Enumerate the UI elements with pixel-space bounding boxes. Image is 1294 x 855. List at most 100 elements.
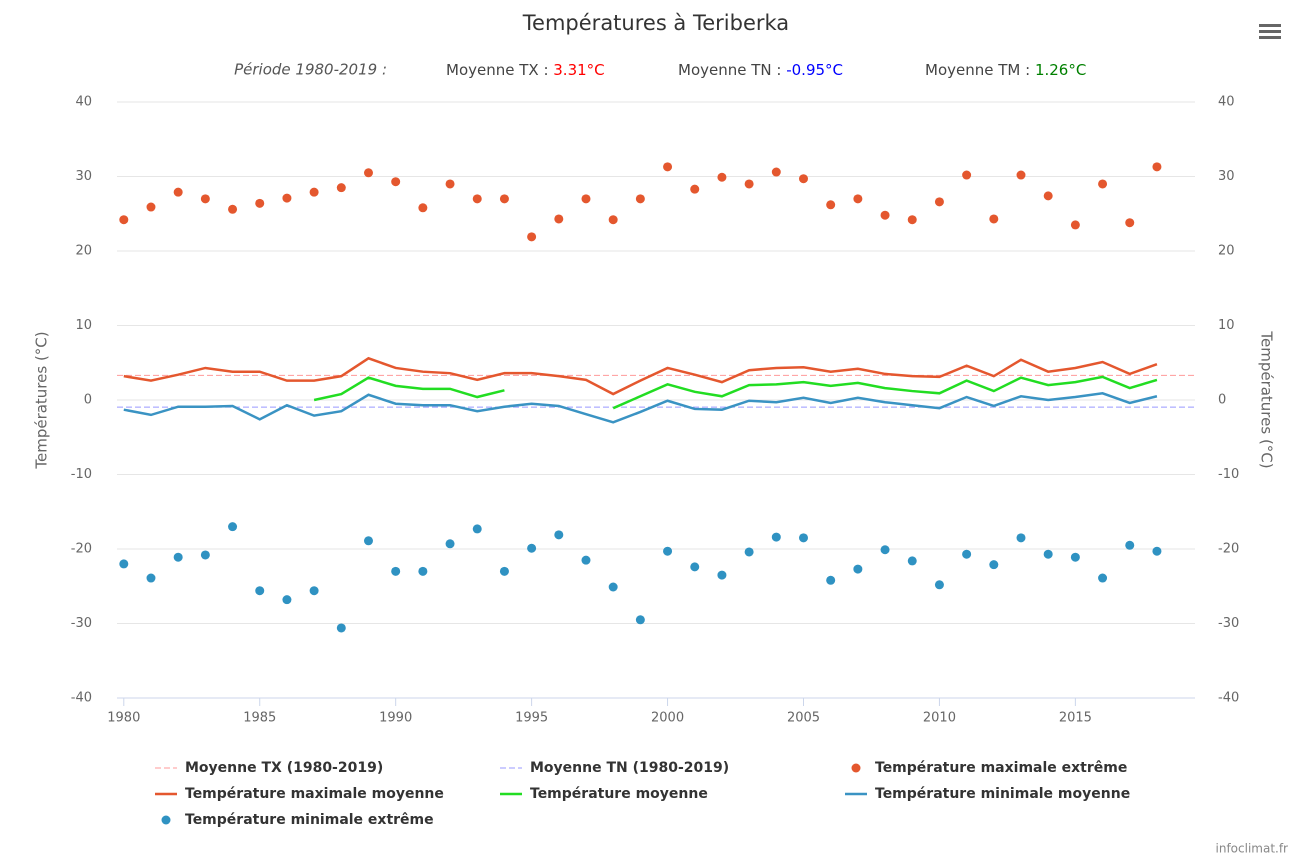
scatter-point [282,193,292,203]
legend-label: Température maximale moyenne [185,786,444,802]
scatter-point [554,214,564,224]
scatter-point [255,198,265,208]
subtitle-value: 1.26°C [1035,61,1086,79]
scatter-point [472,194,482,204]
y-tick-label: 10 [75,318,92,333]
scatter-point [826,575,836,585]
x-tick-label: 1980 [107,711,140,726]
y2-tick-label: 0 [1218,393,1226,408]
scatter-point [336,623,346,633]
scatter-point [363,536,373,546]
subtitle-label: Moyenne TN : [678,61,786,79]
scatter-point [608,582,618,592]
scatter-point [608,215,618,225]
y2-tick-label: 10 [1218,318,1235,333]
scatter-point [690,184,700,194]
menu-bar[interactable] [1259,24,1281,27]
legend-symbol [851,763,861,773]
scatter-point [663,162,673,172]
y2-tick-label: 30 [1218,169,1235,184]
scatter-point [336,183,346,193]
y2-tick-label: -30 [1218,616,1239,631]
y2-axis-title: Températures (°C) [1258,330,1276,468]
scatter-point [635,194,645,204]
scatter-point [228,522,238,532]
x-tick-label: 2005 [787,711,820,726]
scatter-point [1125,218,1135,228]
scatter-point [228,204,238,214]
scatter-point [717,570,727,580]
scatter-point [771,532,781,542]
series-line [123,392,1158,424]
scatter-point [499,194,509,204]
scatter-point [690,562,700,572]
y2-tick-label: -10 [1218,467,1239,482]
scatter-point [717,172,727,182]
subtitle-label: Moyenne TM : [925,61,1035,79]
subtitle-period: Période 1980-2019 : [234,61,387,79]
y-axis-title: Températures (°C) [33,331,51,469]
legend-symbol [161,815,171,825]
y-tick-label: -10 [71,467,92,482]
menu-bar[interactable] [1259,36,1281,39]
scatter-point [309,187,319,197]
chart-title: Températures à Teriberka [522,11,789,35]
scatter-point [119,215,129,225]
scatter-point [934,580,944,590]
scatter-point [418,566,428,576]
x-tick-label: 1995 [515,711,548,726]
scatter-point [146,573,156,583]
menu-bar[interactable] [1259,30,1281,33]
scatter-point [527,232,537,242]
x-tick-label: 2000 [651,711,684,726]
subtitle-item: Moyenne TX : 3.31°C [446,61,605,79]
legend-label: Moyenne TX (1980-2019) [185,760,383,776]
subtitle-item: Moyenne TN : -0.95°C [678,61,843,79]
y-tick-label: -30 [71,616,92,631]
scatter-point [989,214,999,224]
credits: infoclimat.fr [1216,842,1289,855]
scatter-point [826,200,836,210]
scatter-point [853,194,863,204]
scatter-point [1152,546,1162,556]
menu-button[interactable] [1259,24,1281,39]
scatter-point [744,547,754,557]
y2-tick-label: -40 [1218,691,1239,706]
scatter-point [907,215,917,225]
legend-label: Température moyenne [530,786,708,802]
series-line [313,375,1158,410]
y-tick-label: -40 [71,691,92,706]
x-tick-label: 1985 [243,711,276,726]
subtitle-value: -0.95°C [786,61,843,79]
scatter-point [1098,179,1108,189]
scatter-point [200,194,210,204]
y-tick-label: 0 [84,393,92,408]
scatter-point [880,210,890,220]
scatter-point [907,556,917,566]
scatter-point [173,187,183,197]
scatter-point [200,550,210,560]
scatter-point [499,566,509,576]
scatter-point [934,197,944,207]
scatter-point [962,549,972,559]
scatter-point [635,615,645,625]
scatter-point [282,595,292,605]
scatter-point [445,539,455,549]
y-tick-label: -20 [71,542,92,557]
legend-label: Température maximale extrême [875,760,1127,776]
y-tick-label: 30 [75,169,92,184]
scatter-point [853,564,863,574]
y2-tick-label: 20 [1218,244,1235,259]
scatter-point [798,174,808,184]
legend-label: Température minimale extrême [185,812,434,828]
y2-tick-label: -20 [1218,542,1239,557]
scatter-point [527,543,537,553]
scatter-point [1125,540,1135,550]
scatter-point [119,559,129,569]
scatter-point [445,179,455,189]
scatter-point [1070,552,1080,562]
scatter-point [363,168,373,178]
scatter-point [418,203,428,213]
scatter-point [173,552,183,562]
